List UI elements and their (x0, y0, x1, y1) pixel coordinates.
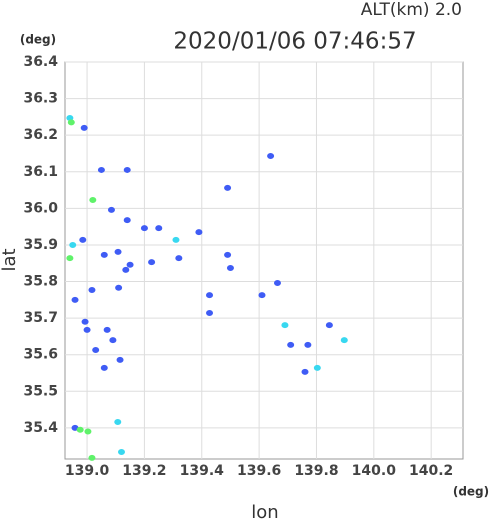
echo-point (114, 419, 122, 426)
y-tick-label: 35.7 (23, 310, 58, 326)
echo-point (117, 449, 125, 456)
echo-point (301, 368, 309, 375)
echo-point (100, 251, 108, 258)
echo-point (140, 225, 148, 232)
chart-title: 2020/01/06 07:46:57 (173, 29, 416, 55)
x-tick-label: 139.4 (180, 463, 225, 479)
y-tick-label: 36.1 (23, 164, 58, 180)
echo-point (155, 225, 163, 232)
echo-point (76, 426, 84, 433)
echo-point (172, 236, 180, 243)
y-tick-label: 35.5 (23, 383, 58, 399)
echo-point (267, 153, 275, 160)
x-tick-label: 139.8 (294, 463, 338, 479)
x-tick-label: 139.6 (237, 463, 281, 479)
echo-point (123, 217, 131, 224)
echo-point (84, 428, 92, 435)
echo-point (79, 236, 87, 243)
x-unit: (deg) (453, 485, 489, 499)
echo-point (195, 229, 203, 236)
echo-point (206, 310, 214, 317)
y-unit: (deg) (20, 33, 56, 47)
echo-point (88, 454, 96, 461)
echo-point (273, 280, 281, 287)
echo-point (325, 322, 333, 329)
y-tick-label: 36.3 (23, 91, 58, 107)
y-tick-label: 35.8 (23, 274, 58, 290)
echo-point (287, 341, 295, 348)
echo-point (80, 124, 88, 131)
echo-point (67, 119, 75, 126)
echo-point (100, 364, 108, 371)
echo-point (226, 265, 234, 272)
echo-point (116, 356, 124, 363)
y-tick-label: 36.0 (23, 200, 58, 216)
echo-point (148, 259, 156, 266)
echo-point (114, 248, 122, 255)
y-tick-label: 35.6 (23, 347, 58, 363)
echo-point (83, 326, 91, 333)
y-tick-label: 35.9 (23, 237, 58, 253)
echo-point (224, 251, 232, 258)
y-tick-label: 36.2 (23, 127, 58, 143)
echo-point (109, 337, 117, 344)
echo-point (89, 196, 97, 203)
y-tick-label: 36.4 (23, 54, 58, 70)
echo-point (107, 206, 115, 213)
x-tick-label: 139.2 (122, 463, 166, 479)
x-tick-label: 140.0 (352, 463, 397, 479)
echo-point (175, 255, 183, 262)
echo-point (66, 255, 74, 262)
echo-point (258, 292, 266, 299)
subtitle: ALT(km) 2.0 (361, 0, 462, 20)
echo-point (71, 296, 79, 303)
echo-point (304, 341, 312, 348)
echo-point (206, 292, 214, 299)
echo-point (122, 266, 130, 273)
echo-point (224, 184, 232, 191)
echo-point (69, 241, 77, 248)
echo-point (97, 166, 105, 173)
echo-point (115, 284, 123, 291)
plot-frame (64, 61, 464, 460)
echo-point (281, 322, 289, 329)
x-tick-label: 139.0 (65, 463, 110, 479)
x-tick-label: 140.2 (409, 463, 453, 479)
echo-point (340, 337, 348, 344)
echo-point (81, 318, 89, 325)
echo-point (126, 261, 134, 268)
x-axis-label: lon (251, 502, 278, 521)
echo-point (103, 326, 111, 333)
echo-point (88, 286, 96, 293)
echo-point (313, 364, 321, 371)
y-axis-label: lat (0, 248, 20, 271)
y-tick-label: 35.4 (23, 420, 58, 436)
echo-point (92, 346, 100, 353)
echo-point (123, 166, 131, 173)
